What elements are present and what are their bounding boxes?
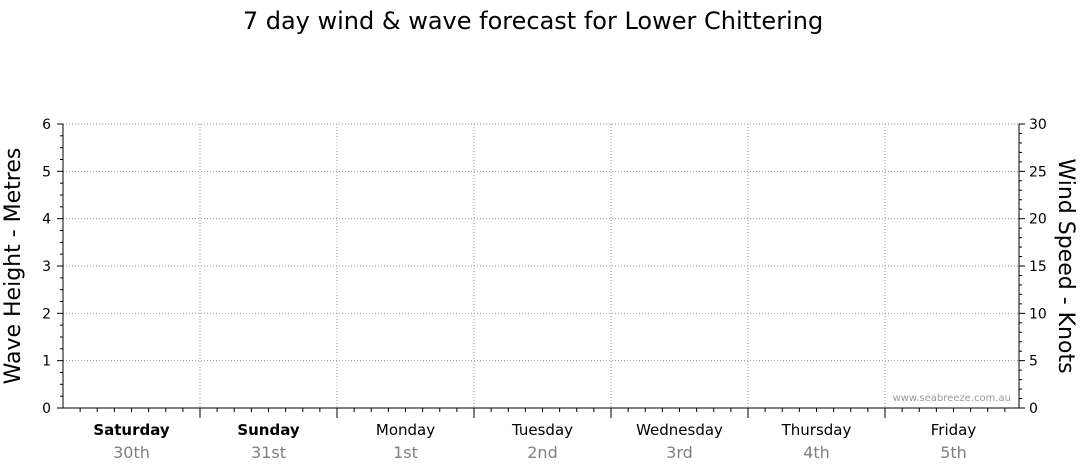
left-tick-label: 0 <box>42 401 51 417</box>
left-tick-label: 1 <box>42 354 51 370</box>
axes: 0 1 2 3 4 5 6 0 5 10 15 20 25 30 Saturday 30th Sunday 31s… <box>42 117 1047 462</box>
date-label: 2nd <box>527 443 557 462</box>
left-tick-label: 4 <box>42 212 51 228</box>
date-label: 5th <box>940 443 967 462</box>
right-axis-title: Wind Speed - Knots <box>1053 158 1078 373</box>
grid <box>63 123 1019 408</box>
day-label: Monday <box>376 421 435 439</box>
right-tick-label: 0 <box>1029 401 1038 417</box>
right-tick-label: 10 <box>1029 306 1047 322</box>
chart-title: 7 day wind & wave forecast for Lower Chi… <box>243 7 823 35</box>
right-tick-label: 15 <box>1029 259 1047 275</box>
date-label: 4th <box>803 443 830 462</box>
watermark: www.seabreeze.com.au <box>893 393 1011 404</box>
date-label: 30th <box>113 443 150 462</box>
day-label: Thursday <box>781 421 852 439</box>
left-tick-label: 6 <box>42 117 51 133</box>
left-axis-title: Wave Height - Metres <box>1 148 26 385</box>
left-tick-label: 2 <box>42 306 51 322</box>
date-label: 31st <box>251 443 286 462</box>
left-tick-label: 5 <box>42 164 51 180</box>
day-label: Wednesday <box>636 421 723 439</box>
day-label: Friday <box>931 421 977 439</box>
right-tick-label: 30 <box>1029 117 1047 133</box>
right-tick-label: 25 <box>1029 164 1047 180</box>
day-label: Saturday <box>93 421 170 439</box>
date-label: 3rd <box>666 443 693 462</box>
right-tick-label: 5 <box>1029 354 1038 370</box>
right-tick-label: 20 <box>1029 212 1047 228</box>
day-label: Sunday <box>237 421 300 439</box>
date-label: 1st <box>393 443 418 462</box>
left-tick-label: 3 <box>42 259 51 275</box>
day-label: Tuesday <box>511 421 573 439</box>
